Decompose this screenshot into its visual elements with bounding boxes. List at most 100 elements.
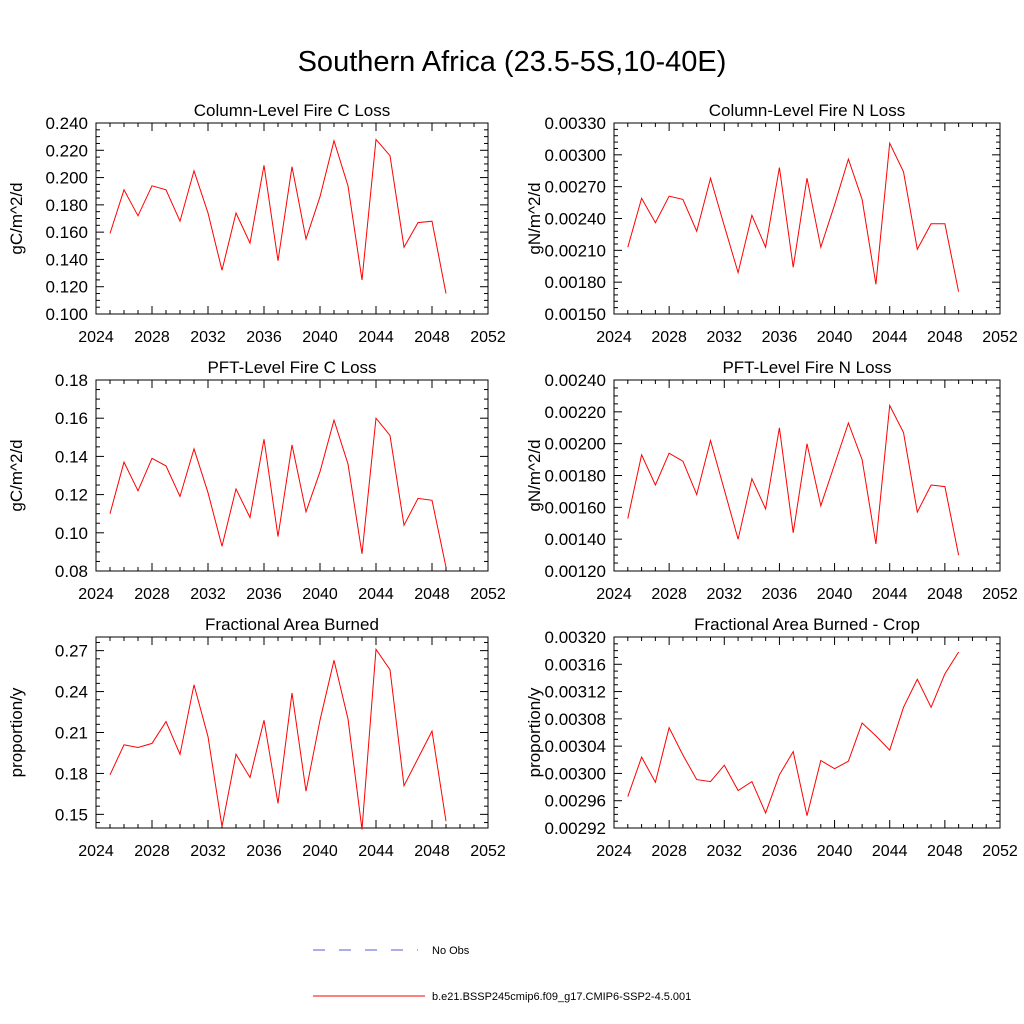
chart-panel: Fractional Area Burned - Crop proportion/… bbox=[525, 615, 1018, 860]
series-line bbox=[109, 647, 447, 830]
chart-panel: Column-Level Fire N Loss gN/m^2/d 2024 2028… bbox=[525, 101, 1018, 346]
x-tick-label: 2048 bbox=[927, 586, 963, 603]
plot-frame bbox=[95, 636, 489, 829]
y-tick-label: 0.14 bbox=[55, 447, 88, 466]
x-tick-label: 2024 bbox=[596, 586, 632, 603]
x-tick-label: 2036 bbox=[762, 843, 798, 860]
y-tick-label: 0.08 bbox=[55, 562, 88, 581]
x-tick-label: 2040 bbox=[302, 843, 338, 860]
page-title: Southern Africa (23.5-5S,10-40E) bbox=[297, 46, 727, 78]
x-tick-label: 2024 bbox=[78, 586, 114, 603]
chart-title: Column-Level Fire N Loss bbox=[709, 101, 906, 120]
y-tick-label: 0.00160 bbox=[545, 498, 606, 517]
legend-model-label: b.e21.BSSP245cmip6.f09_g17.CMIP6-SSP2-4.… bbox=[432, 991, 691, 1003]
y-tick-label: 0.00300 bbox=[545, 764, 606, 783]
chart-title: PFT-Level Fire N Loss bbox=[722, 358, 891, 377]
x-tick-label: 2040 bbox=[817, 586, 853, 603]
y-tick-label: 0.00220 bbox=[545, 403, 606, 422]
chart-panel: PFT-Level Fire N Loss gN/m^2/d 2024 2028 203… bbox=[525, 358, 1018, 603]
x-tick-label: 2036 bbox=[762, 586, 798, 603]
y-tick-label: 0.00300 bbox=[545, 146, 606, 165]
x-tick-label: 2028 bbox=[134, 586, 170, 603]
legend: No Obs b.e21.BSSP245cmip6.f09_g17.CMIP6-… bbox=[313, 945, 691, 1003]
series-line bbox=[627, 651, 960, 816]
y-tick-label: 0.18 bbox=[55, 764, 88, 783]
x-tick-label: 2028 bbox=[651, 586, 687, 603]
plot-frame bbox=[613, 122, 1001, 315]
x-tick-label: 2024 bbox=[596, 843, 632, 860]
y-axis-label: proportion/y bbox=[7, 687, 26, 777]
y-tick-label: 0.18 bbox=[55, 371, 88, 390]
y-tick-label: 0.00150 bbox=[545, 305, 606, 324]
x-tick-label: 2024 bbox=[78, 843, 114, 860]
y-tick-label: 0.00320 bbox=[545, 628, 606, 647]
chart-title: Fractional Area Burned bbox=[205, 615, 379, 634]
y-tick-label: 0.100 bbox=[45, 305, 88, 324]
x-tick-label: 2028 bbox=[651, 329, 687, 346]
chart-panels: Column-Level Fire C Loss gC/m^2/d 2024 2028… bbox=[7, 101, 1018, 860]
chart-title: Fractional Area Burned - Crop bbox=[694, 615, 920, 634]
x-tick-label: 2028 bbox=[134, 843, 170, 860]
y-tick-label: 0.27 bbox=[55, 642, 88, 661]
x-tick-label: 2044 bbox=[872, 329, 908, 346]
plot-frame bbox=[95, 379, 489, 572]
y-tick-label: 0.00140 bbox=[545, 530, 606, 549]
x-tick-label: 2048 bbox=[927, 329, 963, 346]
y-tick-label: 0.00316 bbox=[545, 655, 606, 674]
chart-title: PFT-Level Fire C Loss bbox=[207, 358, 376, 377]
x-tick-label: 2032 bbox=[706, 586, 742, 603]
plot-frame bbox=[613, 379, 1001, 572]
y-tick-label: 0.12 bbox=[55, 486, 88, 505]
chart-panel: Fractional Area Burned proportion/y 2024 20… bbox=[7, 615, 506, 860]
y-tick-label: 0.21 bbox=[55, 724, 88, 743]
x-tick-label: 2044 bbox=[872, 843, 908, 860]
x-tick-label: 2052 bbox=[470, 329, 506, 346]
y-tick-label: 0.240 bbox=[45, 114, 88, 133]
y-tick-label: 0.00312 bbox=[545, 683, 606, 702]
chart-title: Column-Level Fire C Loss bbox=[194, 101, 391, 120]
y-tick-label: 0.180 bbox=[45, 196, 88, 215]
y-tick-label: 0.00120 bbox=[545, 562, 606, 581]
y-tick-label: 0.15 bbox=[55, 805, 88, 824]
legend-obs-label: No Obs bbox=[432, 945, 470, 957]
y-axis-label: gN/m^2/d bbox=[525, 439, 544, 511]
x-tick-label: 2036 bbox=[246, 843, 282, 860]
x-tick-label: 2024 bbox=[596, 329, 632, 346]
x-tick-label: 2032 bbox=[190, 586, 226, 603]
x-tick-label: 2052 bbox=[470, 843, 506, 860]
y-tick-label: 0.00180 bbox=[545, 273, 606, 292]
y-axis-label: proportion/y bbox=[525, 687, 544, 777]
x-tick-label: 2032 bbox=[190, 843, 226, 860]
x-tick-label: 2048 bbox=[414, 843, 450, 860]
x-tick-label: 2040 bbox=[302, 586, 338, 603]
y-tick-label: 0.00330 bbox=[545, 114, 606, 133]
x-tick-label: 2044 bbox=[358, 843, 394, 860]
y-tick-label: 0.00200 bbox=[545, 435, 606, 454]
y-tick-label: 0.200 bbox=[45, 169, 88, 188]
chart-panel: PFT-Level Fire C Loss gC/m^2/d 2024 2028 203… bbox=[7, 358, 506, 603]
series-line bbox=[627, 141, 960, 292]
x-tick-label: 2036 bbox=[246, 329, 282, 346]
x-tick-label: 2048 bbox=[414, 329, 450, 346]
x-tick-label: 2028 bbox=[134, 329, 170, 346]
y-tick-label: 0.160 bbox=[45, 223, 88, 242]
x-tick-label: 2052 bbox=[982, 843, 1018, 860]
series-line bbox=[109, 138, 447, 294]
y-tick-label: 0.00240 bbox=[545, 371, 606, 390]
series-line bbox=[109, 416, 447, 568]
y-tick-label: 0.140 bbox=[45, 250, 88, 269]
y-tick-label: 0.00304 bbox=[545, 737, 606, 756]
x-tick-label: 2040 bbox=[817, 329, 853, 346]
y-tick-label: 0.00240 bbox=[545, 210, 606, 229]
y-tick-label: 0.00270 bbox=[545, 178, 606, 197]
x-tick-label: 2032 bbox=[706, 329, 742, 346]
x-tick-label: 2048 bbox=[927, 843, 963, 860]
series-line bbox=[627, 403, 960, 556]
y-tick-label: 0.16 bbox=[55, 409, 88, 428]
y-tick-label: 0.220 bbox=[45, 141, 88, 160]
y-tick-label: 0.120 bbox=[45, 278, 88, 297]
y-tick-label: 0.00292 bbox=[545, 819, 606, 838]
x-tick-label: 2048 bbox=[414, 586, 450, 603]
x-tick-label: 2044 bbox=[358, 586, 394, 603]
